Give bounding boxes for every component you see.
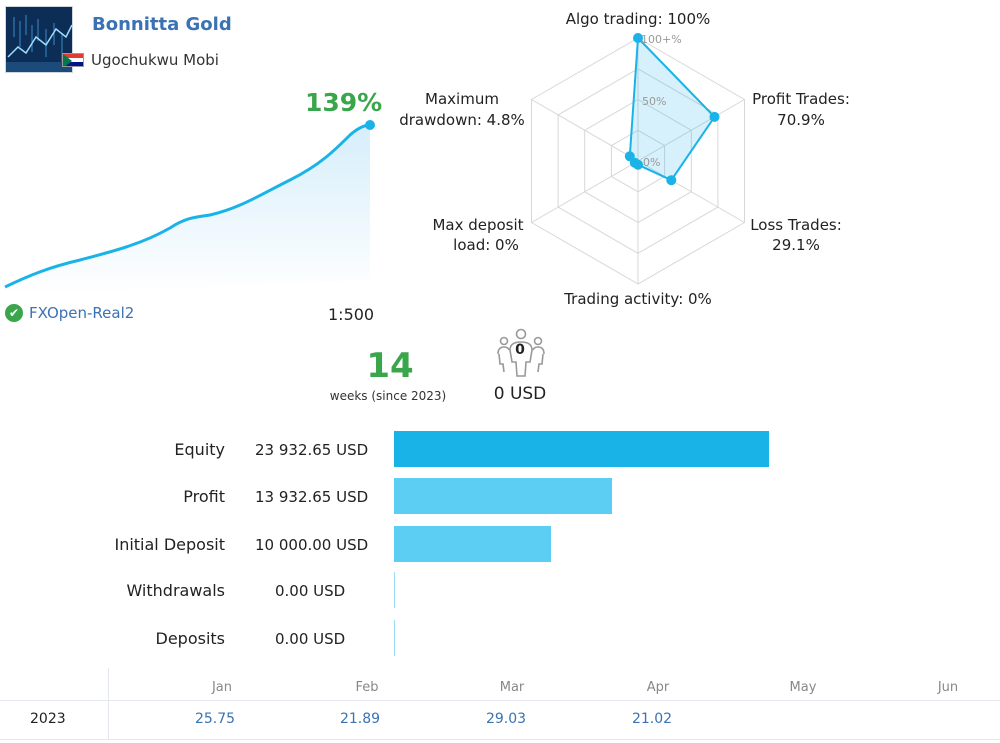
month-value-apr[interactable]: 21.02 [631, 711, 673, 727]
country-flag-icon [62, 53, 84, 67]
broker-link[interactable]: FXOpen-Real2 [29, 304, 135, 322]
broker-row: ✔ FXOpen-Real2 [5, 304, 134, 322]
profit-label: Profit [183, 487, 225, 506]
radar-point-loss [666, 175, 677, 186]
growth-line [4, 123, 371, 289]
radar-label-activity: Trading activity: 0% [563, 290, 712, 308]
equity-label: Equity [174, 440, 225, 459]
profit-bar [394, 478, 612, 514]
growth-value: 139% [305, 88, 383, 117]
radar-point-drawdown [624, 151, 635, 162]
month-jan: Jan [211, 680, 233, 695]
table-divider [0, 700, 1000, 701]
withdrawals-label: Withdrawals [126, 581, 225, 600]
radar-points [624, 33, 720, 186]
radar-label-drawdown-title: Maximum [425, 90, 499, 108]
deposits-bar [394, 620, 395, 656]
radar-label-loss-title: Loss Trades: [750, 216, 842, 234]
equity-value: 23 932.65 USD [255, 441, 369, 459]
month-value-feb[interactable]: 21.89 [339, 711, 381, 727]
radar-label-drawdown-value: drawdown: 4.8% [399, 111, 525, 129]
subscribers-icon [497, 328, 545, 377]
deposits-label: Deposits [155, 629, 226, 648]
month-mar: Mar [499, 680, 525, 695]
month-value-mar[interactable]: 29.03 [485, 711, 527, 727]
radar-label-profit-value: 70.9% [777, 111, 825, 129]
equity-bar [394, 431, 769, 467]
radar-label-profit-title: Profit Trades: [752, 90, 850, 108]
radar-axis [531, 160, 639, 223]
weeks-label: weeks (since 2023) [329, 389, 447, 403]
signal-name-link[interactable]: Bonnitta Gold [92, 14, 232, 35]
leverage-value: 1:500 [328, 305, 375, 324]
growth-chart [4, 120, 375, 295]
withdrawals-value: 0.00 USD [275, 582, 346, 600]
initial-deposit-label: Initial Deposit [114, 535, 225, 554]
radar-axis [637, 99, 745, 162]
month-value-jan[interactable]: 25.75 [194, 711, 236, 727]
deposits-value: 0.00 USD [275, 630, 346, 648]
table-divider-bottom [0, 739, 1000, 740]
radar-chart: 100+% 50% 0% Algo trading: 100% Profit T… [399, 10, 850, 308]
month-jun: Jun [937, 680, 959, 695]
initial-deposit-value: 10 000.00 USD [255, 536, 369, 554]
verified-check-icon: ✔ [5, 304, 23, 322]
radar-label-loss-value: 29.1% [772, 236, 820, 254]
radar-scale-zero: 0% [643, 156, 660, 169]
month-may: May [789, 680, 817, 695]
subscribers-count: 0 [515, 342, 525, 358]
profit-value: 13 932.65 USD [255, 488, 369, 506]
withdrawals-bar [394, 572, 395, 608]
radar-point-profit [709, 111, 720, 122]
radar-axis [637, 160, 745, 223]
month-apr: Apr [646, 680, 670, 695]
author-name[interactable]: Ugochukwu Mobi [91, 51, 219, 69]
year-label: 2023 [30, 711, 66, 727]
month-feb: Feb [355, 680, 379, 695]
radar-scale-mid: 50% [642, 95, 666, 108]
author-row: Ugochukwu Mobi [62, 50, 219, 70]
growth-area [5, 125, 370, 295]
radar-label-deposit-title: Max deposit [432, 216, 523, 234]
radar-label-deposit-value: load: 0% [453, 236, 519, 254]
growth-end-point [365, 120, 375, 130]
radar-point-algo [633, 33, 643, 43]
year-divider [108, 668, 109, 740]
initial-deposit-bar [394, 526, 551, 562]
signal-avatar[interactable] [5, 6, 73, 73]
weeks-count: 14 [366, 346, 414, 386]
subscribers-funds: 0 USD [493, 384, 547, 404]
radar-axis [531, 99, 639, 162]
radar-label-algo: Algo trading: 100% [566, 10, 711, 28]
radar-scale-top: 100+% [641, 33, 682, 46]
